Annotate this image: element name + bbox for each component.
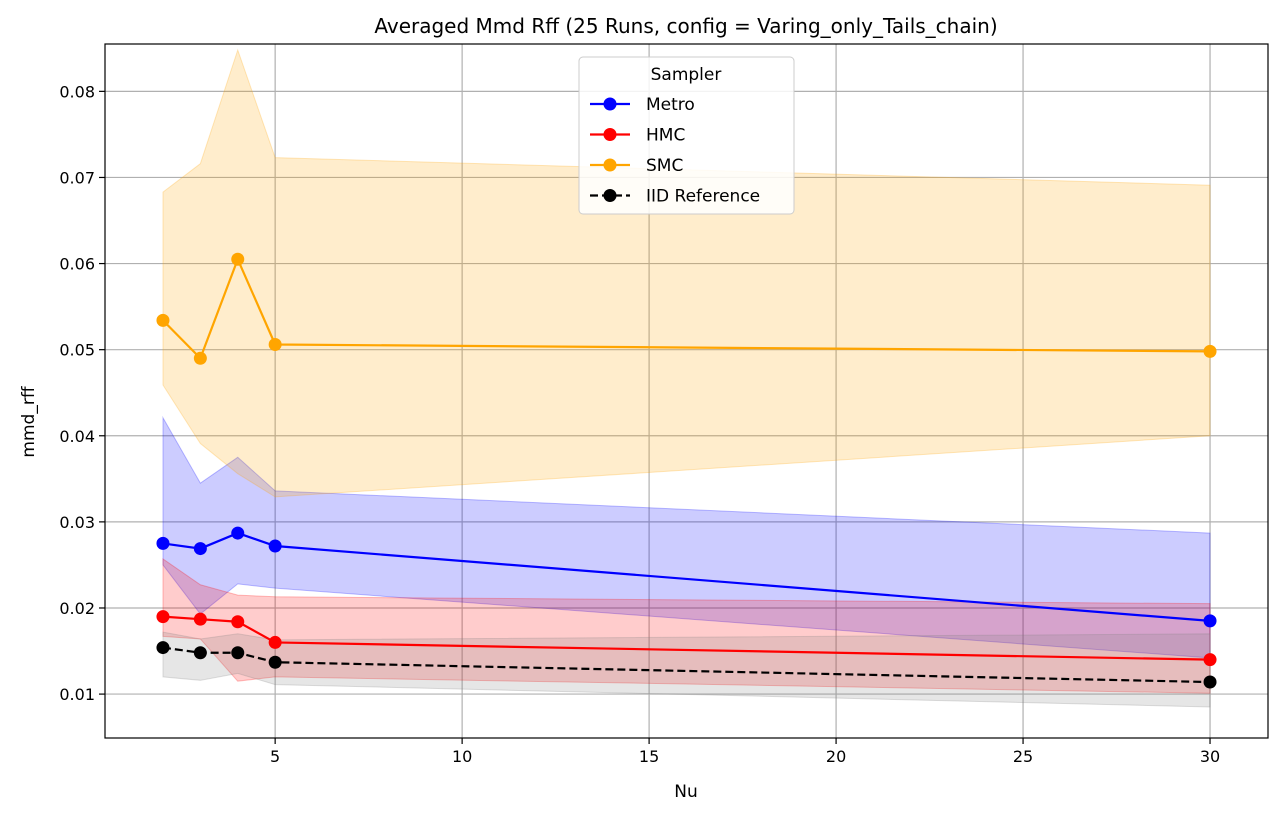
y-axis-ticks: 0.01 0.02 0.03 0.04 0.05 0.06 0.07 0.08 (59, 82, 105, 704)
legend-swatch-marker (603, 158, 617, 172)
legend-item-hmc: HMC (590, 126, 685, 146)
metro-point (231, 526, 245, 540)
x-tick-label: 10 (452, 747, 472, 766)
metro-point (268, 539, 282, 553)
plot-frame (104, 43, 1269, 739)
y-tick-label: 0.04 (59, 427, 95, 446)
smc-point (193, 351, 207, 365)
y-tick-label: 0.01 (59, 685, 95, 704)
metro-point (1203, 614, 1217, 628)
hmc-band (162, 557, 1211, 694)
x-tick-label: 5 (270, 747, 280, 766)
legend-swatch-marker (603, 128, 617, 141)
smc-point (268, 338, 282, 352)
smc-band (162, 48, 1211, 498)
x-tick-label: 30 (1200, 747, 1220, 766)
y-tick-label: 0.08 (59, 82, 95, 101)
legend-label: SMC (646, 156, 683, 176)
hmc-point (193, 612, 207, 626)
iid-reference-point (1203, 675, 1217, 689)
legend-title: Sampler (651, 65, 722, 85)
iid-reference-point (268, 655, 282, 669)
hmc-point (268, 635, 282, 649)
x-axis-label: Nu (674, 782, 698, 802)
legend-label: HMC (646, 126, 685, 146)
x-tick-label: 25 (1013, 747, 1033, 766)
metro-point (156, 536, 170, 550)
legend: Sampler Metro HMC SMC IID Reference (578, 56, 795, 215)
legend-item-smc: SMC (590, 156, 683, 176)
x-tick-label: 20 (826, 747, 846, 766)
chart-title: Averaged Mmd Rff (25 Runs, config = Vari… (374, 14, 997, 38)
y-tick-label: 0.05 (59, 341, 95, 360)
y-tick-label: 0.06 (59, 255, 95, 274)
legend-item-iid-reference: IID Reference (590, 187, 760, 207)
y-tick-label: 0.07 (59, 168, 95, 187)
iid-reference-point (193, 646, 207, 660)
iid-reference-band (162, 631, 1211, 708)
series-markers (156, 252, 1217, 689)
hmc-point (156, 610, 170, 624)
smc-point (156, 313, 170, 327)
iid-reference-point (156, 641, 170, 655)
legend-swatch-marker (603, 97, 617, 111)
legend-label: IID Reference (646, 187, 760, 207)
x-tick-label: 15 (639, 747, 659, 766)
x-axis-ticks: 5 10 15 20 25 30 (270, 738, 1220, 766)
hmc-point (1203, 653, 1217, 667)
legend-items: Metro HMC SMC IID Reference (590, 95, 760, 207)
y-tick-label: 0.03 (59, 513, 95, 532)
smc-point (231, 252, 245, 266)
legend-item-metro: Metro (590, 95, 695, 115)
hmc-point (231, 615, 245, 629)
iid-reference-point (231, 646, 245, 660)
legend-swatch-marker (603, 189, 617, 202)
legend-label: Metro (646, 95, 695, 115)
confidence-bands (162, 48, 1211, 708)
metro-point (193, 542, 207, 556)
y-axis-label: mmd_rff (19, 385, 39, 457)
smc-point (1203, 344, 1217, 358)
y-tick-label: 0.02 (59, 599, 95, 618)
legend-box (578, 56, 795, 215)
